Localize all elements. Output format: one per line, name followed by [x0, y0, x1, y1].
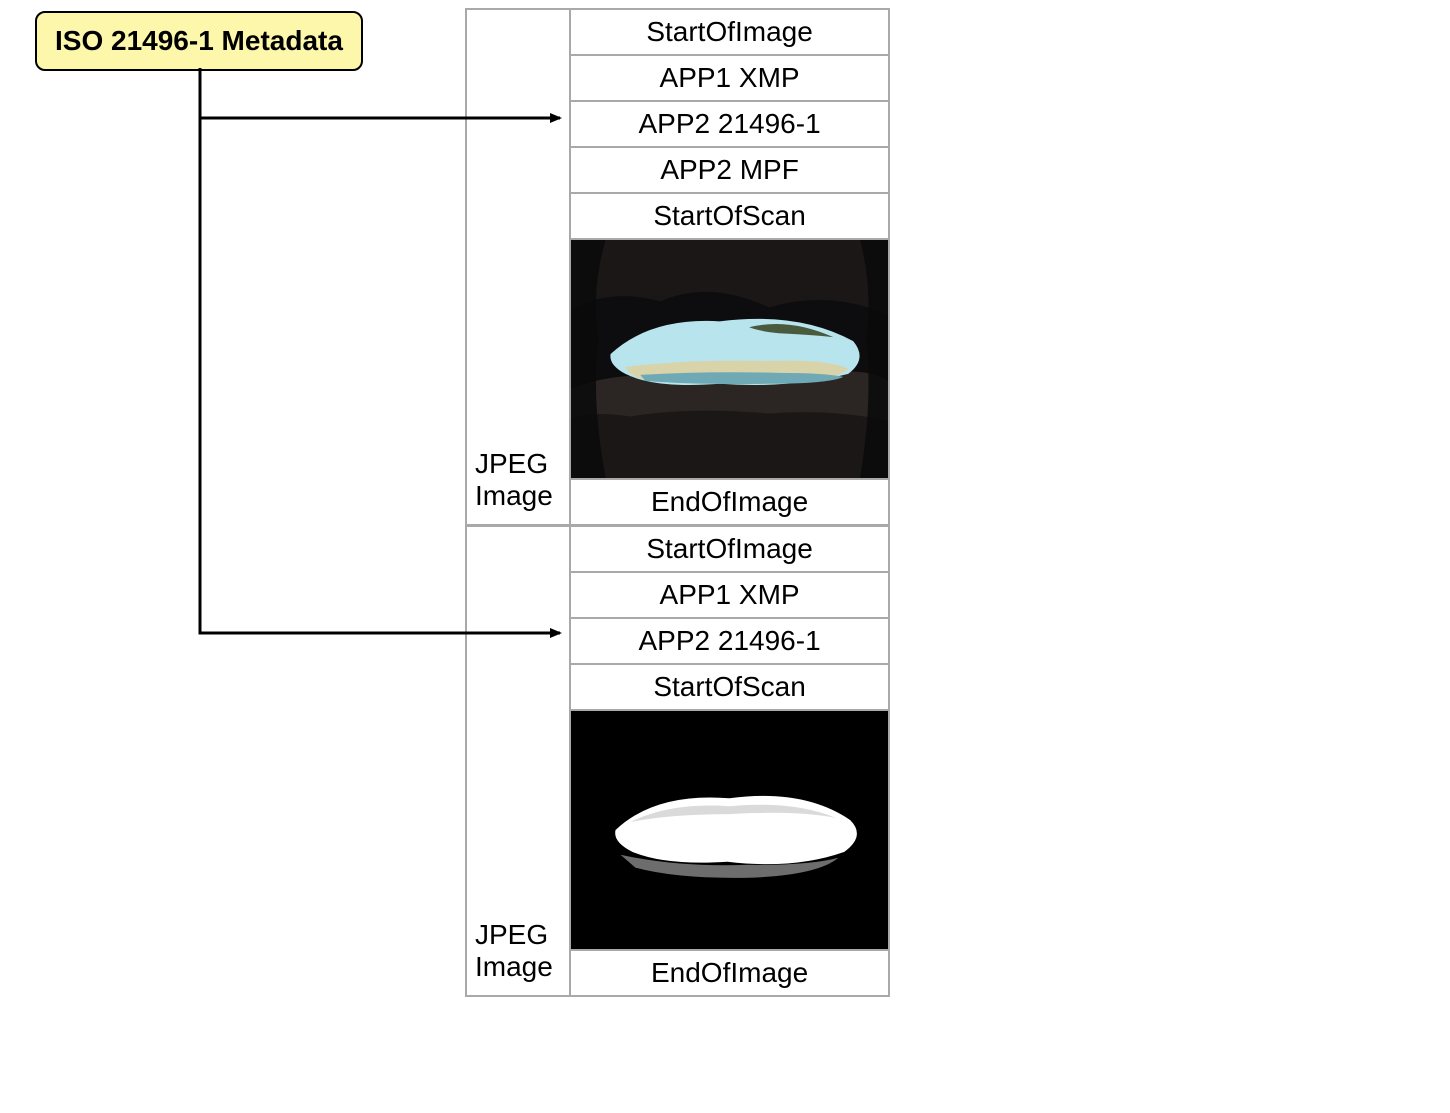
row-start-of-image: StartOfImage — [571, 10, 888, 56]
table-label-text: JPEG Image — [475, 448, 553, 512]
bw-cave-svg — [571, 711, 888, 949]
row-app2-mpf: APP2 MPF — [571, 148, 888, 194]
iso-metadata-callout: ISO 21496-1 Metadata — [35, 11, 363, 71]
jpeg-image-table-bottom: JPEG Image StartOfImage APP1 XMP APP2 21… — [465, 525, 890, 997]
row-app2-21496-1: APP2 21496-1 — [571, 619, 888, 665]
row-app1-xmp: APP1 XMP — [571, 56, 888, 102]
row-app2-21496-1: APP2 21496-1 — [571, 102, 888, 148]
row-end-of-image: EndOfImage — [571, 951, 888, 995]
table-rows-top: StartOfImage APP1 XMP APP2 21496-1 APP2 … — [571, 10, 888, 524]
color-cave-svg — [571, 240, 888, 478]
jpeg-image-table-top: JPEG Image StartOfImage APP1 XMP APP2 21… — [465, 8, 890, 526]
table-label-top: JPEG Image — [467, 10, 571, 524]
table-label-bottom: JPEG Image — [467, 527, 571, 995]
row-start-of-scan: StartOfScan — [571, 665, 888, 711]
row-embedded-image-color — [571, 240, 888, 480]
row-start-of-image: StartOfImage — [571, 527, 888, 573]
row-embedded-image-bw — [571, 711, 888, 951]
row-app1-xmp: APP1 XMP — [571, 573, 888, 619]
table-label-text: JPEG Image — [475, 919, 553, 983]
table-rows-bottom: StartOfImage APP1 XMP APP2 21496-1 Start… — [571, 527, 888, 995]
callout-text: ISO 21496-1 Metadata — [55, 25, 343, 56]
row-start-of-scan: StartOfScan — [571, 194, 888, 240]
row-end-of-image: EndOfImage — [571, 480, 888, 524]
